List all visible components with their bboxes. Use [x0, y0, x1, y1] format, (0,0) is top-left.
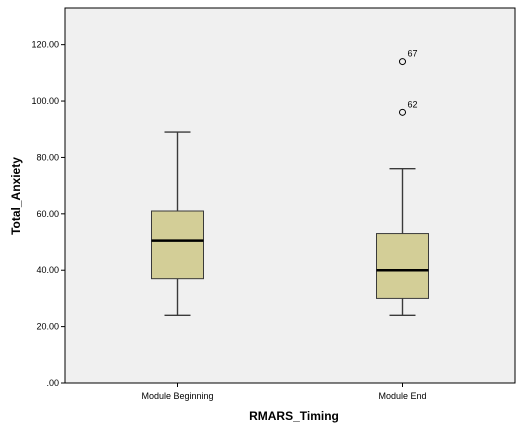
box-group	[151, 131, 204, 317]
y-axis-ticks: .00 20.00 40.00 60.00 80.00 100.00 120.00	[31, 40, 65, 388]
iqr-box	[376, 233, 429, 299]
box-group: 67 62	[376, 49, 429, 317]
y-tick-label: 20.00	[36, 322, 59, 332]
x-axis-ticks: Module Beginning Module End	[141, 383, 427, 401]
outlier-label: 62	[408, 99, 418, 109]
y-tick-label: 40.00	[36, 265, 59, 275]
x-tick-label: Module Beginning	[141, 391, 213, 401]
outlier-point	[399, 108, 406, 116]
x-axis-title: RMARS_Timing	[249, 409, 339, 423]
outlier-point	[399, 58, 406, 66]
box-series: 67 62	[151, 49, 429, 317]
x-tick-label: Module End	[378, 391, 426, 401]
y-tick-label: 100.00	[31, 96, 59, 106]
y-tick-label: 120.00	[31, 40, 59, 50]
y-tick-label: .00	[46, 378, 59, 388]
y-tick-label: 60.00	[36, 209, 59, 219]
outlier-label: 67	[408, 49, 418, 59]
iqr-box	[151, 210, 204, 280]
plot-area	[64, 7, 516, 384]
y-axis-title: Total_Anxiety	[9, 157, 23, 235]
y-tick-label: 80.00	[36, 152, 59, 162]
